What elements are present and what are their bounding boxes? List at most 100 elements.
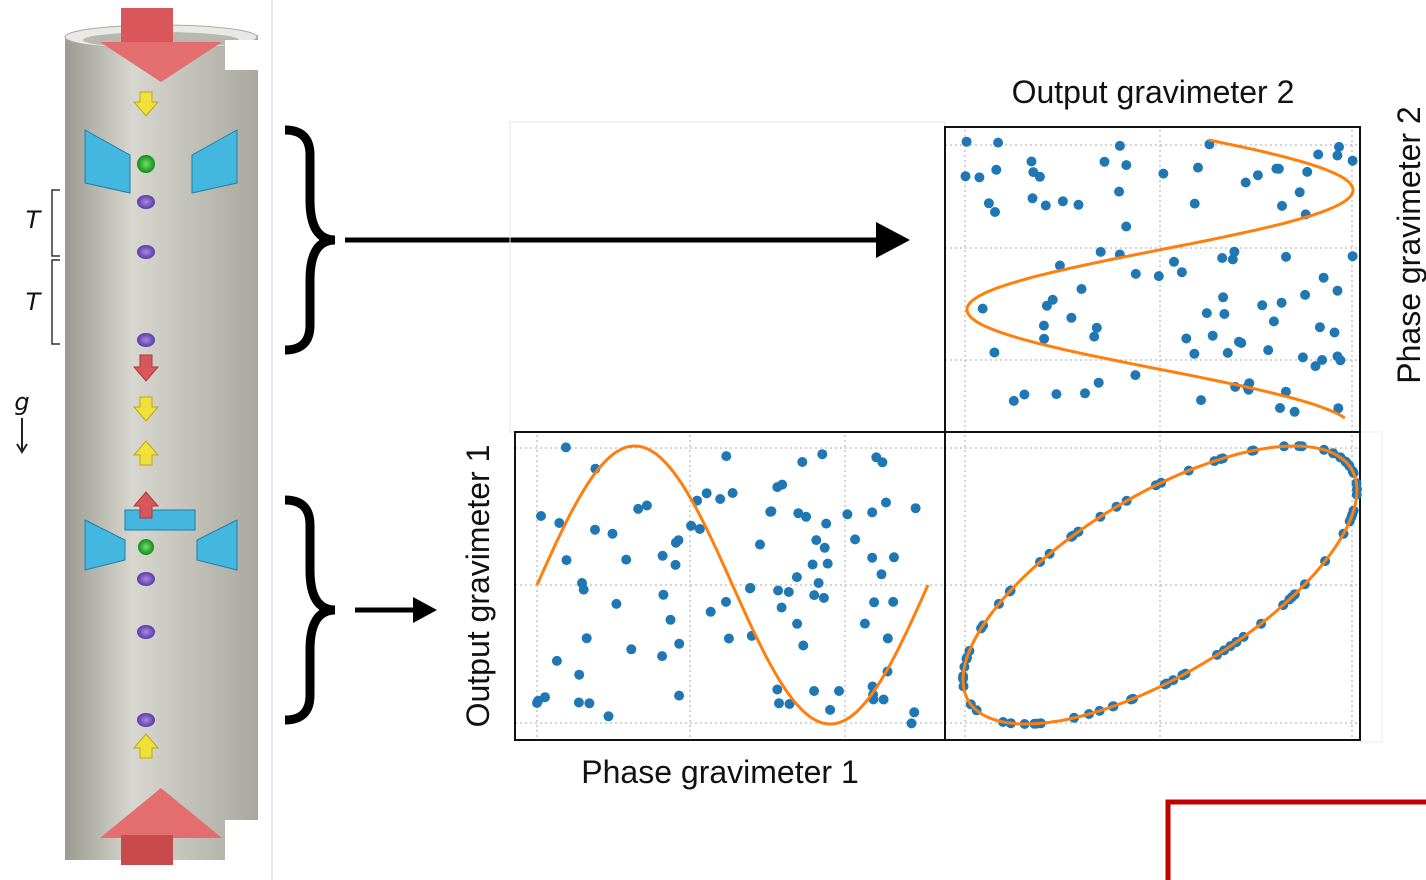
point — [797, 457, 808, 467]
point — [573, 697, 584, 708]
point — [807, 559, 818, 570]
point — [1289, 406, 1300, 417]
point — [793, 508, 804, 519]
point — [1169, 256, 1179, 267]
point — [1347, 155, 1358, 166]
point — [859, 618, 870, 629]
point — [560, 442, 571, 453]
point — [867, 552, 878, 563]
point — [603, 711, 614, 722]
point — [882, 633, 893, 644]
point — [721, 596, 731, 607]
point — [1193, 162, 1203, 173]
point — [818, 592, 829, 603]
point — [1019, 389, 1030, 400]
point — [990, 207, 1000, 217]
point — [745, 582, 756, 593]
point — [1040, 200, 1051, 211]
point — [1275, 403, 1285, 413]
point — [1196, 395, 1206, 406]
fit-curve — [961, 444, 1359, 726]
point — [776, 602, 787, 613]
point — [641, 500, 652, 511]
point — [657, 651, 668, 662]
interval-label: T — [26, 206, 43, 234]
point — [983, 198, 994, 209]
point — [817, 449, 828, 460]
point — [670, 559, 681, 570]
point — [766, 506, 777, 517]
point — [974, 172, 985, 183]
point — [1300, 289, 1311, 300]
point — [822, 558, 833, 569]
point — [910, 503, 921, 514]
point — [1114, 186, 1125, 197]
point — [1310, 361, 1321, 372]
point — [577, 578, 587, 588]
point — [561, 555, 572, 566]
point — [1051, 389, 1062, 400]
point — [1121, 160, 1132, 171]
point — [798, 640, 809, 651]
point — [1297, 352, 1308, 363]
point — [1218, 292, 1229, 303]
point — [590, 524, 600, 535]
point — [813, 578, 824, 588]
point — [1114, 140, 1125, 151]
point — [1234, 336, 1244, 347]
point — [1089, 331, 1100, 342]
point — [701, 488, 712, 499]
point — [1217, 253, 1228, 263]
point — [1158, 168, 1169, 179]
point — [773, 585, 784, 596]
point — [1314, 322, 1325, 333]
point — [1318, 272, 1329, 283]
point — [554, 518, 565, 528]
point — [906, 718, 917, 729]
point — [989, 347, 1000, 358]
point — [584, 698, 595, 709]
plot-frames — [509, 121, 1383, 743]
point — [633, 503, 644, 514]
point — [867, 507, 878, 518]
point — [755, 539, 765, 550]
point — [1176, 267, 1187, 278]
point — [694, 524, 705, 534]
point — [674, 690, 685, 701]
point — [581, 633, 592, 644]
point — [1008, 395, 1019, 406]
point — [1276, 297, 1287, 308]
point — [783, 587, 794, 597]
point — [772, 684, 783, 695]
point — [665, 614, 676, 625]
point — [1076, 284, 1087, 294]
point — [1091, 322, 1102, 333]
point — [1329, 327, 1340, 338]
braces — [284, 125, 880, 725]
point — [657, 550, 668, 561]
point — [1027, 193, 1038, 204]
axis-label: Phase gravimeter 2 — [1391, 106, 1426, 383]
point — [1240, 177, 1251, 188]
point — [1201, 308, 1212, 319]
point — [1057, 196, 1068, 207]
point — [551, 655, 562, 666]
point — [1181, 333, 1192, 344]
point — [1302, 166, 1313, 177]
point — [774, 698, 784, 709]
point — [1332, 351, 1343, 362]
point — [715, 494, 726, 504]
point — [1332, 150, 1343, 161]
axis-label: Phase gravimeter 1 — [581, 754, 858, 790]
point — [811, 535, 822, 546]
point — [1333, 403, 1344, 414]
point — [791, 572, 802, 583]
point — [1073, 199, 1084, 210]
point — [1332, 285, 1343, 296]
point — [1317, 355, 1328, 365]
point — [1026, 156, 1037, 167]
interval-label: T — [26, 288, 43, 316]
point — [536, 511, 546, 521]
point — [889, 552, 899, 563]
